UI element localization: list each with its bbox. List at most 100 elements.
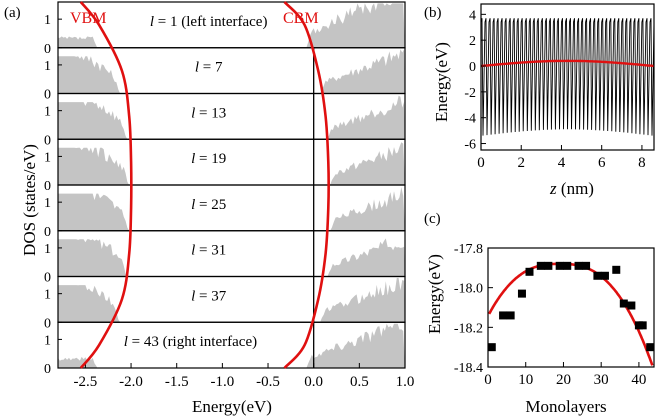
dos-valence-area xyxy=(58,36,98,48)
panel-a-y-axis-label: DOS (states/eV) xyxy=(20,144,39,256)
data-point xyxy=(525,267,534,276)
layer-label: l = 43 (right interface) xyxy=(124,334,257,350)
vbm-curve xyxy=(79,1,133,369)
panel-b-plot: 0 2 4 6 8 -6 -4 -2 0 2 4 xyxy=(464,3,655,171)
panel-a-dos-areas xyxy=(58,3,405,368)
layer-label-value: = 31 xyxy=(199,243,226,259)
y-tick-label: 0 xyxy=(44,271,51,286)
panel-b-frame xyxy=(480,3,655,151)
y-tick-label: 1 xyxy=(44,105,51,120)
y-tick-label: -18.4 xyxy=(454,361,483,376)
layer-label-value: = 19 xyxy=(199,151,226,167)
panel-c: (c) 0 10 20 30 40 -18.4 -18.2 -18.0 -17.8 Energy… xyxy=(424,211,655,416)
x-tick-label: -2.0 xyxy=(119,374,143,390)
data-point xyxy=(638,321,647,330)
y-tick-label: 4 xyxy=(469,8,476,23)
dos-valence-area xyxy=(58,102,128,140)
panel-b-x-axis-label: z (nm) xyxy=(549,179,594,198)
dos-valence-area xyxy=(58,56,121,94)
y-tick-label: -6 xyxy=(464,138,476,153)
y-tick-label: 0 xyxy=(44,225,51,240)
y-tick-label: 0 xyxy=(44,362,51,377)
vbm-label: VBM xyxy=(70,10,106,27)
panel-b: (b) 0 2 4 6 8 -6 -4 -2 0 2 4 Energy(eV) z (nm) xyxy=(424,3,655,198)
y-tick-label: 1 xyxy=(44,150,51,165)
panel-c-x-axis-label: Monolayers xyxy=(525,397,606,416)
x-tick-label: 20 xyxy=(556,372,571,388)
data-point xyxy=(582,261,591,270)
dos-conduction-area xyxy=(330,142,405,185)
x-tick-label: -0.5 xyxy=(256,374,280,390)
layer-label-value: = 1 (left interface) xyxy=(158,14,268,30)
y-tick-label: 0 xyxy=(44,133,51,148)
y-tick-label: 1 xyxy=(44,333,51,348)
dos-valence-area xyxy=(58,193,130,231)
x-tick-label: 0.5 xyxy=(350,374,369,390)
layer-label-value: = 37 xyxy=(199,288,227,304)
layer-label: l = 1 (left interface) xyxy=(150,14,268,30)
cbm-curve xyxy=(283,1,330,369)
y-tick-label: 0 xyxy=(469,60,476,75)
layer-label-symbol: l xyxy=(191,288,199,304)
layer-label: l = 31 xyxy=(191,243,226,259)
cbm-label: CBM xyxy=(283,10,319,27)
data-point xyxy=(544,261,553,270)
data-point xyxy=(536,261,545,270)
y-tick-label: 1 xyxy=(44,242,51,257)
y-tick-label: -17.8 xyxy=(454,242,483,257)
data-point xyxy=(574,261,583,270)
layer-label: l = 25 xyxy=(191,197,226,213)
x-tick-label: 0.0 xyxy=(304,374,323,390)
dos-conduction-area xyxy=(320,277,405,323)
y-tick-label: 0 xyxy=(44,316,51,331)
layer-label-symbol: l xyxy=(124,334,132,350)
layer-label-symbol: l xyxy=(150,14,158,30)
x-tick-label: 2 xyxy=(517,155,525,171)
x-tick-label: -2.5 xyxy=(74,374,98,390)
panel-a-frames xyxy=(57,1,406,369)
x-tick-label: 30 xyxy=(594,372,609,388)
dos-valence-area xyxy=(58,147,130,185)
panel-a: (a) 0 1 0 1 0 1 0 1 0 1 0 1 0 1 0 1 -2.5 -2.0 -1.5 -1.0 -0.… xyxy=(4,1,415,416)
layer-label-symbol: l xyxy=(191,105,199,121)
y-tick-label: -18.2 xyxy=(454,321,483,336)
x-tick-label: 6 xyxy=(598,155,606,171)
layer-label-symbol: l xyxy=(195,60,203,76)
y-tick-label: 1 xyxy=(44,196,51,211)
y-tick-label: 0 xyxy=(44,42,51,57)
dos-conduction-area xyxy=(306,3,405,48)
x-tick-label: 40 xyxy=(631,372,646,388)
data-point xyxy=(612,265,621,274)
panel-a-label: (a) xyxy=(4,5,21,21)
x-tick-label: -1.0 xyxy=(210,374,234,390)
panel-a-layer-labels: l = 1 (left interface)l = 7l = 13l = 19l… xyxy=(124,14,268,350)
x-tick-label: 1.0 xyxy=(396,374,415,390)
y-tick-label: 1 xyxy=(44,59,51,74)
data-point xyxy=(619,299,628,308)
panel-a-band-edges xyxy=(79,1,330,369)
data-point xyxy=(563,261,572,270)
x-tick-label: 4 xyxy=(558,155,566,171)
layer-label-symbol: l xyxy=(191,197,199,213)
data-point xyxy=(499,311,508,320)
panel-b-y-axis-label: Energy(eV) xyxy=(432,42,451,122)
layer-label: l = 19 xyxy=(191,151,226,167)
dos-conduction-area xyxy=(320,49,405,94)
panel-c-y-axis-label: Energy(eV) xyxy=(425,254,444,334)
y-tick-label: 1 xyxy=(44,13,51,28)
panel-b-label: (b) xyxy=(424,5,442,21)
data-point xyxy=(593,271,602,280)
y-tick-label: 0 xyxy=(44,179,51,194)
x-tick-label: -1.5 xyxy=(165,374,189,390)
layer-label-value: = 7 xyxy=(203,60,223,76)
y-tick-label: 1 xyxy=(44,288,51,303)
dos-conduction-area xyxy=(327,238,405,277)
layer-label-symbol: l xyxy=(191,151,199,167)
dos-valence-area xyxy=(58,356,98,368)
data-point xyxy=(646,343,655,352)
layer-label: l = 37 xyxy=(191,288,227,304)
data-point xyxy=(517,289,526,298)
x-tick-label: 8 xyxy=(638,155,646,171)
layer-label-value: = 13 xyxy=(199,105,226,121)
